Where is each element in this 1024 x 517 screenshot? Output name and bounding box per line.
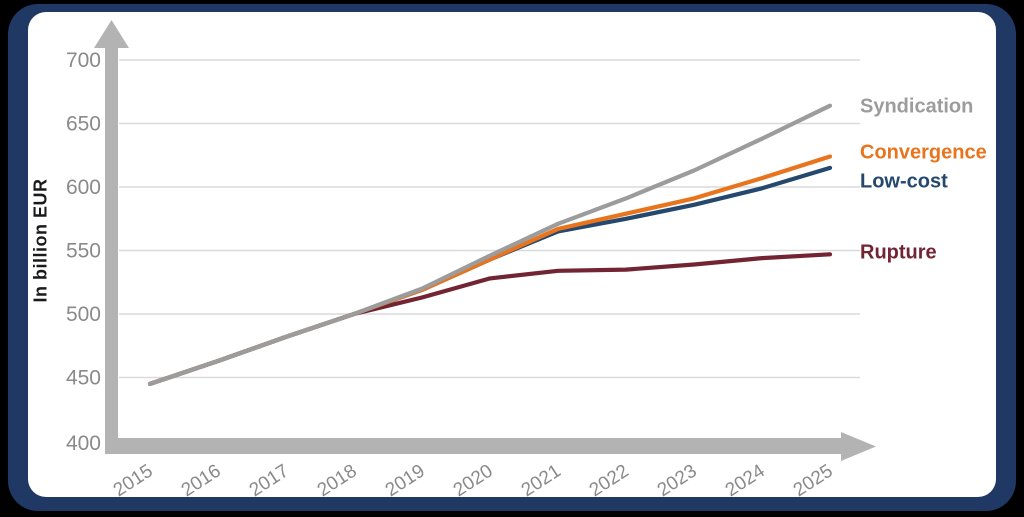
series-line-rupture [147,252,833,386]
y-axis-title-text: In billion EUR [30,178,51,302]
x-axis-bar [105,438,842,454]
y-axis-arrowhead-icon [94,20,129,48]
y-tick-label-700: 700 [66,49,101,72]
x-axis-arrowhead-icon [841,432,876,461]
series-label-low-cost: Low-cost [860,170,948,193]
y-tick-label-550: 550 [66,240,101,263]
y-axis-title: In billion EUR [30,125,52,355]
y-axis-tick-labels: 400 450 500 550 600 650 700 [66,49,101,455]
series-label-convergence: Convergence [860,141,987,163]
x-tick-label-2016: 2016 [178,461,225,502]
y-tick-label-650: 650 [66,113,101,136]
x-tick-label-2018: 2018 [314,461,361,502]
x-tick-label-2022: 2022 [586,461,633,502]
chart-panel [28,12,996,497]
series-line-syndication [147,103,833,386]
x-tick-label-2023: 2023 [654,461,701,502]
series-label-syndication: Syndication [860,95,974,118]
y-tick-label-600: 600 [66,176,101,199]
x-tick-label-2019: 2019 [382,461,429,502]
x-axis-tick-labels: 2015 2016 2017 2018 2019 2020 2021 2022 2023 2024… [110,460,837,501]
gridlines [119,59,860,379]
y-tick-label-400: 400 [66,432,101,455]
x-tick-label-2020: 2020 [450,461,497,502]
y-tick-label-450: 450 [66,367,101,390]
x-tick-label-2015: 2015 [110,461,157,502]
x-tick-label-2021: 2021 [518,461,565,502]
x-tick-label-2024: 2024 [722,460,769,501]
y-axis-bar [105,44,118,454]
y-tick-label-500: 500 [66,303,101,326]
axis-arrows [94,20,876,461]
x-tick-label-2025: 2025 [790,461,837,502]
series-label-rupture: Rupture [860,241,937,264]
series-lines [147,103,833,386]
x-tick-label-2017: 2017 [246,461,293,502]
series-line-low-cost [147,165,833,386]
